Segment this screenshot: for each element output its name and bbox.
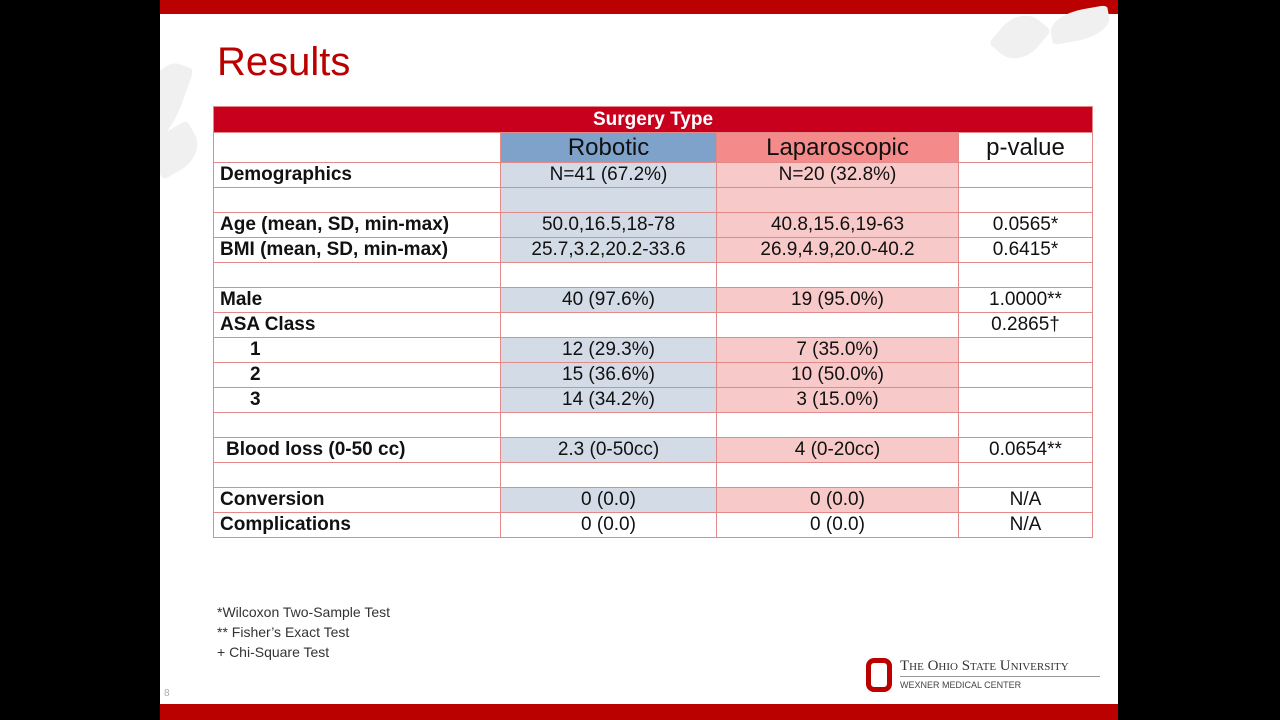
robotic-cell: 0 (0.0) (500, 512, 717, 538)
slide: Results Surgery Type Robotic Laparoscopi… (160, 0, 1118, 720)
laparoscopic-cell: 0 (0.0) (716, 487, 959, 513)
p-value-cell: 0.0565* (958, 212, 1093, 238)
robotic-header: Robotic (500, 132, 717, 163)
row-label: 3 (213, 387, 501, 413)
results-table: Surgery Type Robotic Laparoscopic p-valu… (213, 106, 1093, 538)
page-number: 8 (164, 688, 170, 699)
p-value-cell (958, 162, 1093, 188)
robotic-cell: 12 (29.3%) (500, 337, 717, 363)
row-label (213, 187, 501, 213)
laparoscopic-cell: 7 (35.0%) (716, 337, 959, 363)
robotic-cell: 15 (36.6%) (500, 362, 717, 388)
table-group-header-row: Surgery Type (213, 106, 1093, 133)
logo-subtitle: WEXNER MEDICAL CENTER (900, 680, 1022, 690)
p-value-cell: 0.0654** (958, 437, 1093, 463)
robotic-cell (500, 412, 717, 438)
table-row (213, 187, 1093, 213)
table-row: 2 15 (36.6%) 10 (50.0%) (213, 362, 1093, 388)
table-row (213, 412, 1093, 438)
row-label: Male (213, 287, 501, 313)
laparoscopic-cell: 19 (95.0%) (716, 287, 959, 313)
robotic-cell: 0 (0.0) (500, 487, 717, 513)
table-row: 3 14 (34.2%) 3 (15.0%) (213, 387, 1093, 413)
robotic-cell (500, 262, 717, 288)
row-label: BMI (mean, SD, min-max) (213, 237, 501, 263)
footnotes: *Wilcoxon Two-Sample Test ** Fisher’s Ex… (217, 602, 390, 662)
robotic-cell: 14 (34.2%) (500, 387, 717, 413)
table-row: Complications 0 (0.0) 0 (0.0) N/A (213, 512, 1093, 538)
osu-logo: The Ohio State University WEXNER MEDICAL… (866, 656, 1106, 696)
blank-header-cell (213, 132, 501, 163)
laparoscopic-cell (716, 187, 959, 213)
surgery-type-header: Surgery Type (213, 106, 1093, 133)
laparoscopic-cell: 3 (15.0%) (716, 387, 959, 413)
robotic-cell (500, 187, 717, 213)
row-label (213, 412, 501, 438)
robotic-cell: 50.0,16.5,18-78 (500, 212, 717, 238)
footnote: ** Fisher’s Exact Test (217, 624, 350, 640)
p-value-cell: 1.0000** (958, 287, 1093, 313)
robotic-cell: 40 (97.6%) (500, 287, 717, 313)
table-row: Conversion 0 (0.0) 0 (0.0) N/A (213, 487, 1093, 513)
table-row (213, 462, 1093, 488)
robotic-cell: 2.3 (0-50cc) (500, 437, 717, 463)
row-label: Demographics (213, 162, 501, 188)
footnote: + Chi-Square Test (217, 644, 330, 660)
p-value-cell (958, 187, 1093, 213)
logo-divider (900, 676, 1100, 677)
row-label: 1 (213, 337, 501, 363)
p-value-cell (958, 462, 1093, 488)
row-label: Complications (213, 512, 501, 538)
laparoscopic-cell: 0 (0.0) (716, 512, 959, 538)
p-value-cell: 0.6415* (958, 237, 1093, 263)
laparoscopic-cell: 26.9,4.9,20.0-40.2 (716, 237, 959, 263)
laparoscopic-cell (716, 262, 959, 288)
laparoscopic-cell (716, 462, 959, 488)
row-label: Age (mean, SD, min-max) (213, 212, 501, 238)
laparoscopic-cell: 10 (50.0%) (716, 362, 959, 388)
leaf-decoration-icon (988, 4, 1052, 70)
table-row: ASA Class 0.2865† (213, 312, 1093, 338)
p-value-cell: N/A (958, 487, 1093, 513)
table-row: 1 12 (29.3%) 7 (35.0%) (213, 337, 1093, 363)
row-label: Conversion (213, 487, 501, 513)
table-row: Male 40 (97.6%) 19 (95.0%) 1.0000** (213, 287, 1093, 313)
laparoscopic-cell: 40.8,15.6,19-63 (716, 212, 959, 238)
laparoscopic-cell (716, 312, 959, 338)
row-label: ASA Class (213, 312, 501, 338)
p-value-header: p-value (958, 132, 1093, 163)
row-label: Blood loss (0-50 cc) (213, 437, 501, 463)
robotic-cell (500, 462, 717, 488)
bottom-accent-bar (160, 704, 1118, 720)
laparoscopic-cell: N=20 (32.8%) (716, 162, 959, 188)
robotic-cell (500, 312, 717, 338)
row-label (213, 262, 501, 288)
logo-name: The Ohio State University (900, 658, 1069, 674)
laparoscopic-header: Laparoscopic (716, 132, 959, 163)
row-label (213, 462, 501, 488)
p-value-cell (958, 387, 1093, 413)
block-o-icon (866, 658, 892, 692)
footnote: *Wilcoxon Two-Sample Test (217, 604, 390, 620)
table-row: Demographics N=41 (67.2%) N=20 (32.8%) (213, 162, 1093, 188)
table-row: Blood loss (0-50 cc) 2.3 (0-50cc) 4 (0-20c… (213, 437, 1093, 463)
robotic-cell: 25.7,3.2,20.2-33.6 (500, 237, 717, 263)
table-column-header-row: Robotic Laparoscopic p-value (213, 132, 1093, 163)
p-value-cell (958, 412, 1093, 438)
p-value-cell (958, 362, 1093, 388)
p-value-cell (958, 262, 1093, 288)
laparoscopic-cell (716, 412, 959, 438)
top-accent-bar (160, 0, 1118, 14)
robotic-cell: N=41 (67.2%) (500, 162, 717, 188)
p-value-cell (958, 337, 1093, 363)
laparoscopic-cell: 4 (0-20cc) (716, 437, 959, 463)
row-label: 2 (213, 362, 501, 388)
table-row: BMI (mean, SD, min-max) 25.7,3.2,20.2-33.… (213, 237, 1093, 263)
slide-title: Results (217, 40, 351, 84)
p-value-cell: N/A (958, 512, 1093, 538)
table-row: Age (mean, SD, min-max) 50.0,16.5,18-78 40… (213, 212, 1093, 238)
p-value-cell: 0.2865† (958, 312, 1093, 338)
table-row (213, 262, 1093, 288)
